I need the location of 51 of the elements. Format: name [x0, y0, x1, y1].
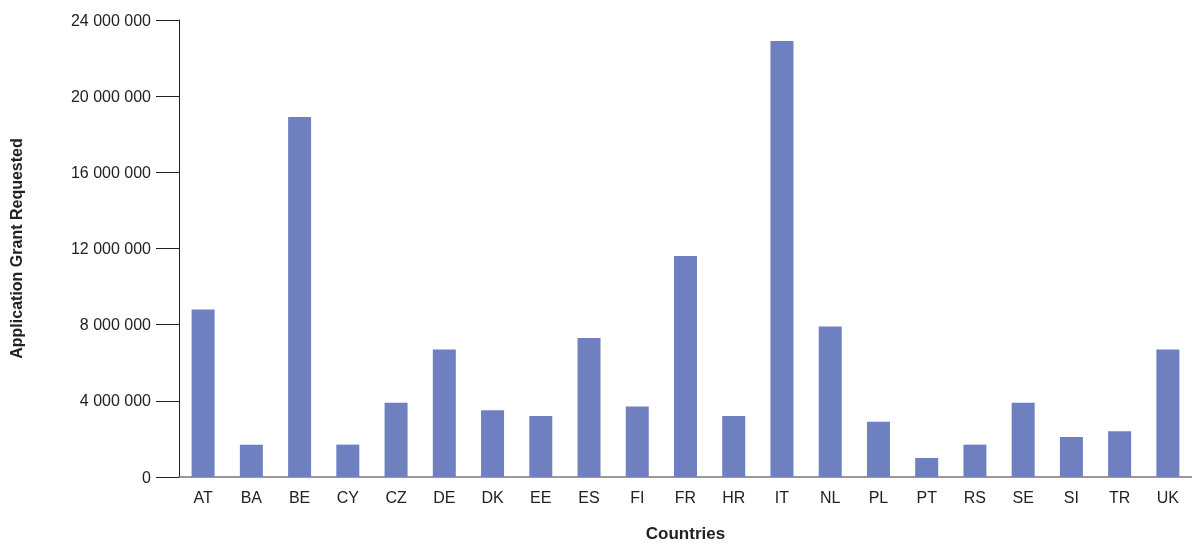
bar — [288, 117, 312, 477]
bar — [866, 421, 890, 477]
x-tick-label: IT — [774, 488, 790, 506]
y-tick-label: 16 000 000 — [70, 163, 152, 181]
x-tick-label: SE — [1012, 488, 1034, 506]
x-tick-label: HR — [722, 488, 746, 506]
x-tick-label: CY — [336, 488, 360, 506]
bar — [529, 416, 553, 477]
x-tick-label: FR — [674, 488, 697, 506]
bar — [722, 416, 746, 477]
x-tick-label: RS — [963, 488, 987, 506]
y-tick-label: 12 000 000 — [70, 240, 152, 257]
bar — [239, 444, 263, 477]
y-tick-label: 0 — [142, 468, 152, 486]
bar — [915, 457, 939, 477]
x-tick-label: EE — [530, 488, 552, 506]
x-tick-label: TR — [1108, 488, 1131, 506]
bar — [577, 338, 601, 477]
x-tick-label: NL — [819, 488, 841, 506]
x-tick-label: FI — [630, 488, 645, 506]
bar — [963, 444, 987, 477]
bar — [481, 410, 505, 477]
y-tick-label: 24 000 000 — [70, 11, 152, 29]
bar — [432, 349, 456, 477]
x-tick-label: ES — [578, 488, 600, 506]
x-tick-label: PT — [916, 488, 938, 506]
bar — [625, 406, 649, 477]
x-tick-label: SI — [1063, 488, 1079, 506]
bar — [384, 402, 408, 477]
x-axis-title: Countries — [645, 524, 726, 543]
x-tick-label: DK — [481, 488, 504, 506]
bar — [1059, 437, 1083, 477]
y-tick-label: 20 000 000 — [70, 87, 152, 105]
x-tick-label: AT — [193, 488, 213, 506]
bar — [191, 309, 215, 477]
bar — [336, 444, 360, 477]
y-axis-title: Application Grant Requested — [7, 138, 25, 359]
bar — [818, 326, 842, 477]
bar — [674, 256, 697, 477]
bar — [1011, 402, 1035, 477]
x-tick-label: DE — [433, 488, 456, 506]
x-tick-label: BA — [240, 488, 263, 506]
bar — [770, 40, 794, 477]
x-tick-label: PL — [868, 488, 889, 506]
x-tick-label: CZ — [385, 488, 407, 506]
y-tick-label: 4 000 000 — [79, 392, 152, 410]
x-tick-label: UK — [1156, 488, 1180, 506]
bar — [1108, 431, 1132, 477]
x-tick-label: BE — [288, 488, 311, 506]
bar — [1156, 349, 1180, 477]
y-tick-label: 8 000 000 — [79, 316, 152, 334]
